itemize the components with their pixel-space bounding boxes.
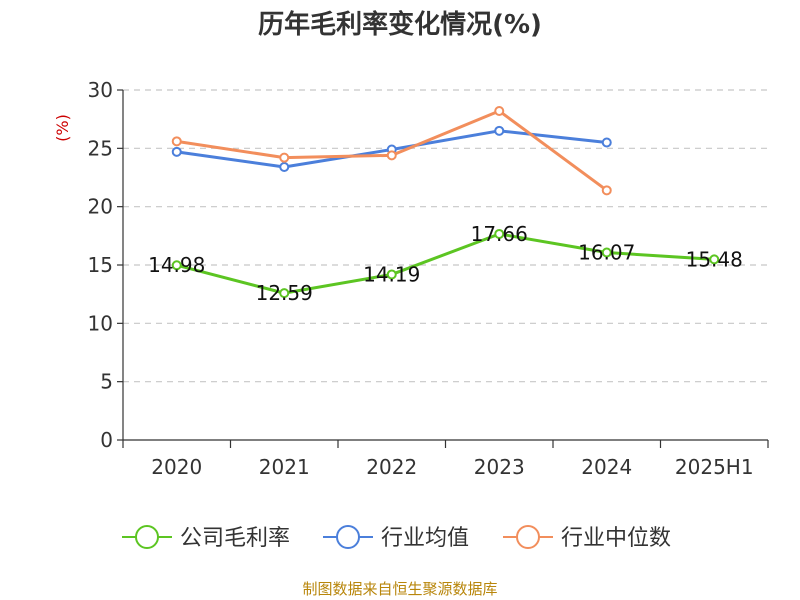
chart-title: 历年毛利率变化情况(%) (258, 10, 542, 40)
series-group (171, 106, 720, 299)
data-point[interactable] (386, 269, 397, 280)
data-point[interactable] (171, 136, 182, 147)
data-point[interactable] (386, 150, 397, 161)
x-tick-label: 2021 (259, 455, 310, 479)
data-label: 14.19 (363, 262, 420, 286)
y-tick-label: 25 (88, 136, 113, 160)
legend-item[interactable]: 行业中位数 (503, 525, 671, 551)
data-point[interactable] (494, 228, 505, 239)
legend-marker (336, 525, 360, 549)
x-tick-label: 2024 (581, 455, 632, 479)
legend[interactable]: 公司毛利率 行业均值 行业中位数 (122, 525, 671, 551)
y-tick-label: 20 (88, 195, 113, 219)
data-point[interactable] (601, 185, 612, 196)
data-label: 12.59 (256, 281, 313, 305)
legend-label: 公司毛利率 (180, 526, 290, 551)
source-note: 制图数据来自恒生聚源数据库 (302, 580, 498, 598)
data-point[interactable] (494, 125, 505, 136)
data-point[interactable] (601, 137, 612, 148)
data-point[interactable] (279, 162, 290, 172)
series-line (176, 232, 715, 295)
data-label: 16.07 (578, 241, 635, 265)
y-tick-label: 0 (100, 428, 113, 452)
x-tick-label: 2025H1 (675, 455, 754, 479)
y-tick-label: 30 (88, 78, 113, 102)
data-point[interactable] (171, 146, 182, 157)
legend-item[interactable]: 行业均值 (323, 525, 469, 551)
x-tick-label: 2020 (151, 455, 202, 479)
data-point[interactable] (279, 152, 290, 163)
data-label: 17.66 (471, 222, 528, 246)
legend-marker (516, 525, 540, 549)
data-label: 14.98 (148, 253, 205, 277)
legend-item[interactable]: 公司毛利率 (122, 525, 290, 551)
y-axis-label: (%) (53, 114, 72, 142)
legend-label: 行业均值 (381, 526, 469, 551)
x-tick-label: 2022 (366, 455, 417, 479)
y-tick-label: 15 (88, 253, 113, 277)
legend-label: 行业中位数 (561, 526, 671, 551)
data-point[interactable] (171, 260, 182, 271)
y-tick-label: 10 (88, 311, 113, 335)
legend-marker (135, 525, 159, 549)
data-point[interactable] (709, 254, 720, 265)
data-point[interactable] (601, 247, 612, 258)
data-point[interactable] (279, 288, 290, 299)
data-label: 15.48 (686, 247, 743, 271)
data-labels: 14.98 12.59 14.19 17.66 16.07 15.48 (148, 222, 743, 305)
data-point[interactable] (494, 106, 505, 116)
gridlines (123, 89, 768, 383)
axes: 0 5 10 15 20 25 30 2020 2021 2022 2023 2024 2025H1 (88, 78, 769, 479)
x-tick-label: 2023 (474, 455, 525, 479)
y-tick-label: 5 (100, 370, 113, 394)
